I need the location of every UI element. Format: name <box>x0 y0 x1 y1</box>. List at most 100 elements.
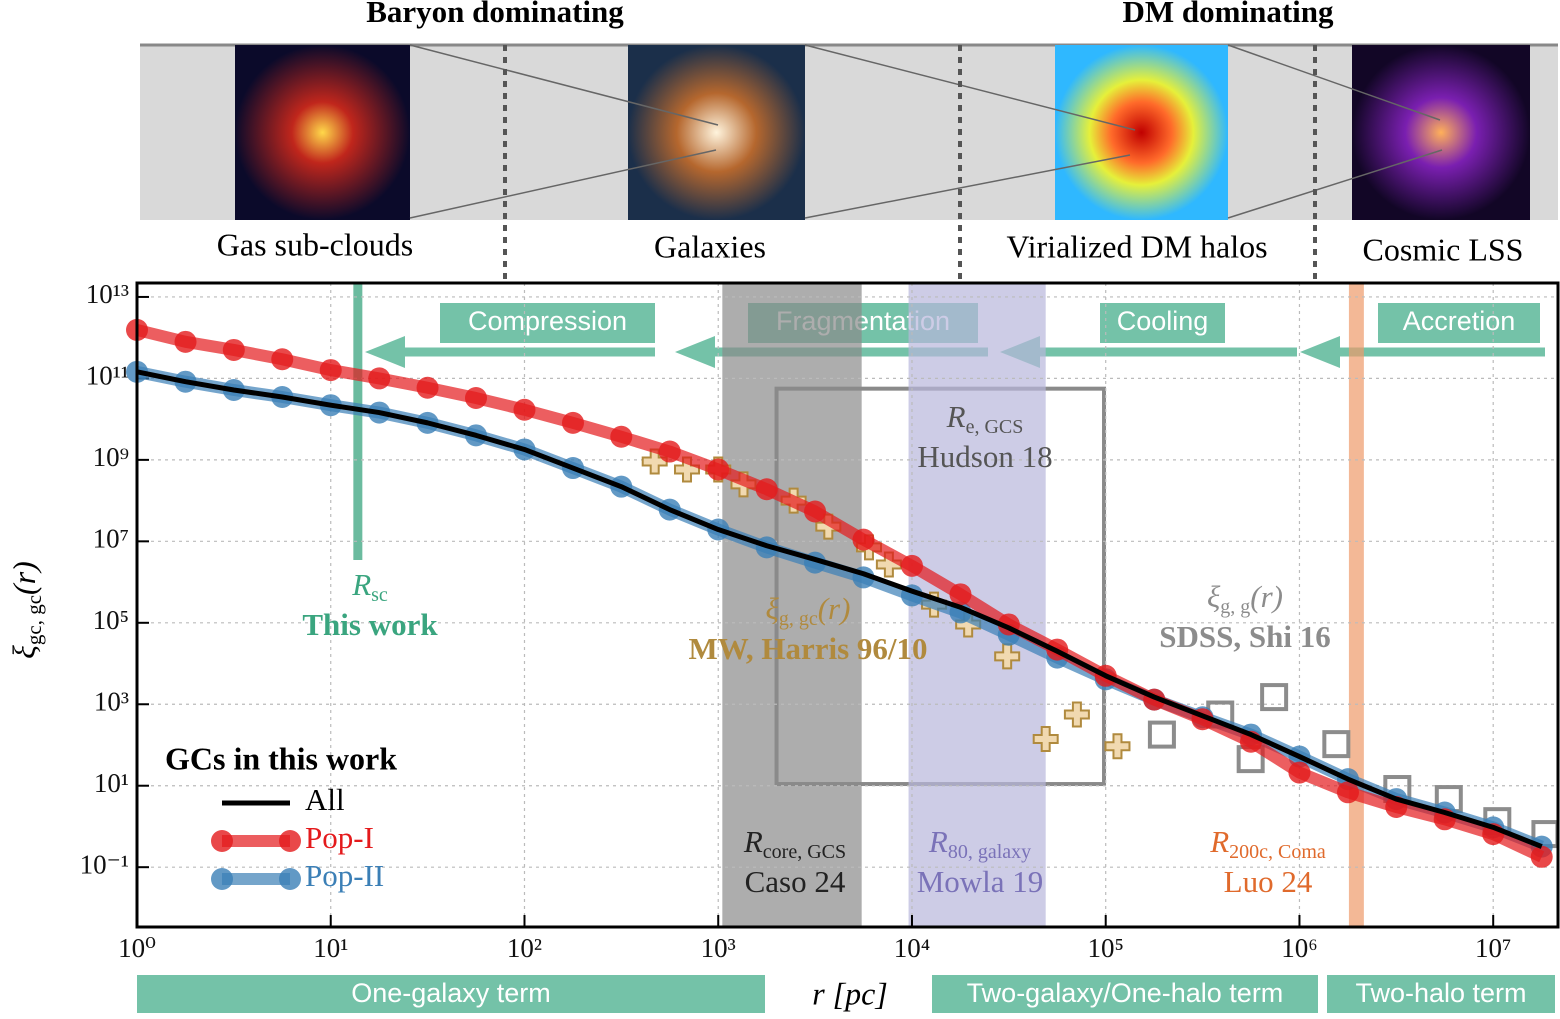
image <box>1055 45 1228 220</box>
annotation-source: Luo 24 <box>1224 864 1313 899</box>
y-tick-label: 10¹¹ <box>86 361 129 391</box>
legend-title: GCs in this work <box>165 740 397 776</box>
ref-marker <box>1260 683 1289 712</box>
series-point <box>1530 845 1553 868</box>
y-tick-label: 10¹³ <box>86 279 129 309</box>
series-point <box>852 528 875 551</box>
process-box <box>440 303 655 343</box>
legend-marker <box>211 830 233 852</box>
term-label: One-galaxy term <box>351 978 551 1008</box>
scale-band <box>722 283 862 927</box>
term-box <box>932 975 1318 1013</box>
legend-marker <box>211 868 233 890</box>
series-point <box>464 387 487 410</box>
suffix: (r) <box>818 591 851 626</box>
annotation-source: Hudson 18 <box>917 439 1052 474</box>
subscript: 200c, Coma <box>1229 841 1326 863</box>
subscript: sc <box>371 584 388 606</box>
symbol: ξ <box>6 645 42 659</box>
series-point <box>755 478 778 501</box>
process-box <box>1100 303 1225 343</box>
legend-label: Pop-I <box>305 820 374 855</box>
x-tick-label: 10⁷ <box>1475 933 1511 963</box>
x-tick-label: 10⁵ <box>1088 933 1124 963</box>
symbol: ξ <box>1207 579 1221 614</box>
ref-marker <box>1032 726 1059 753</box>
process-label: Cooling <box>1117 306 1209 336</box>
series-point <box>949 583 972 606</box>
annotation: Rcore, GCS <box>743 824 846 862</box>
y-axis-label: ξgc, gc(r) <box>6 561 45 659</box>
ref-marker <box>1147 720 1176 749</box>
x-tick-label: 10⁶ <box>1281 933 1317 963</box>
series-point <box>610 425 633 448</box>
symbol: R <box>1209 824 1229 859</box>
x-tick-label: 10⁴ <box>894 933 930 963</box>
y-tick-label: 10⁷ <box>93 524 129 554</box>
term-box <box>1327 975 1555 1013</box>
term-label: Two-halo term <box>1355 978 1526 1008</box>
series-point <box>416 376 439 399</box>
x-tick-label: 10⁰ <box>118 933 156 963</box>
y-tick-label: 10⁻¹ <box>80 849 129 879</box>
series-point <box>1288 761 1311 784</box>
plot: Compression Fragmentation Cooling Accretion… <box>6 279 1560 963</box>
legend-marker <box>279 868 301 890</box>
top-panel: Baryon dominating DM dominating Gas sub-… <box>140 0 1558 282</box>
symbol: R <box>946 399 966 434</box>
symbol: R <box>928 824 948 859</box>
process-label: Compression <box>468 306 627 336</box>
annotation-source: MW, Harris 96/10 <box>688 631 927 666</box>
subscript: 80, galaxy <box>948 841 1031 863</box>
series-point <box>222 338 245 361</box>
term-box <box>137 975 765 1013</box>
scale-band <box>1348 283 1364 927</box>
legend-label: Pop-II <box>305 858 384 893</box>
x-tick-label: 10³ <box>701 933 736 963</box>
image <box>628 45 805 220</box>
y-tick-label: 10⁹ <box>93 442 129 472</box>
legend-marker <box>279 830 301 852</box>
process-label: Accretion <box>1403 306 1516 336</box>
process-box <box>1378 303 1540 343</box>
panel-label: Cosmic LSS <box>1363 231 1524 267</box>
series-point <box>900 554 923 577</box>
series-point <box>804 500 827 523</box>
panel-label: Virialized DM halos <box>1006 228 1267 264</box>
series-point <box>562 411 585 434</box>
suffix: (r) <box>6 561 42 595</box>
subscript: core, GCS <box>763 841 846 863</box>
series-point <box>658 440 681 463</box>
annotation: ξg, gc(r) <box>766 591 851 629</box>
image <box>1352 45 1530 220</box>
panel-label: Galaxies <box>654 228 766 264</box>
series-point <box>368 367 391 390</box>
series-point <box>513 398 536 421</box>
ref-marker <box>1063 701 1090 728</box>
header: DM dominating <box>1123 0 1334 29</box>
x-tick-label: 10² <box>507 933 542 963</box>
ref-marker <box>1104 733 1131 760</box>
term-label: Two-galaxy/One-halo term <box>967 978 1284 1008</box>
series-point <box>174 330 197 353</box>
series-point <box>1336 781 1359 804</box>
annotation-source: This work <box>302 607 438 642</box>
y-tick-label: 10⁵ <box>93 605 129 635</box>
panel-label: Gas sub-clouds <box>217 226 413 262</box>
x-tick-label: 10¹ <box>313 933 348 963</box>
bottom-terms: One-galaxy term Two-galaxy/One-halo term… <box>137 975 1555 1013</box>
arrow-head <box>1300 336 1340 368</box>
series-point <box>319 359 342 382</box>
annotation-source: Caso 24 <box>745 864 846 899</box>
axes-frame <box>135 281 1560 929</box>
series-line <box>136 369 1543 849</box>
symbol: ξ <box>766 591 780 626</box>
legend-label: All <box>305 782 345 817</box>
annotation: R200c, Coma <box>1209 824 1326 862</box>
arrow-head <box>675 336 715 368</box>
y-tick-label: 10¹ <box>94 768 129 798</box>
subscript: g, gc <box>779 608 818 630</box>
image <box>235 45 410 220</box>
arrow-head <box>365 336 405 368</box>
